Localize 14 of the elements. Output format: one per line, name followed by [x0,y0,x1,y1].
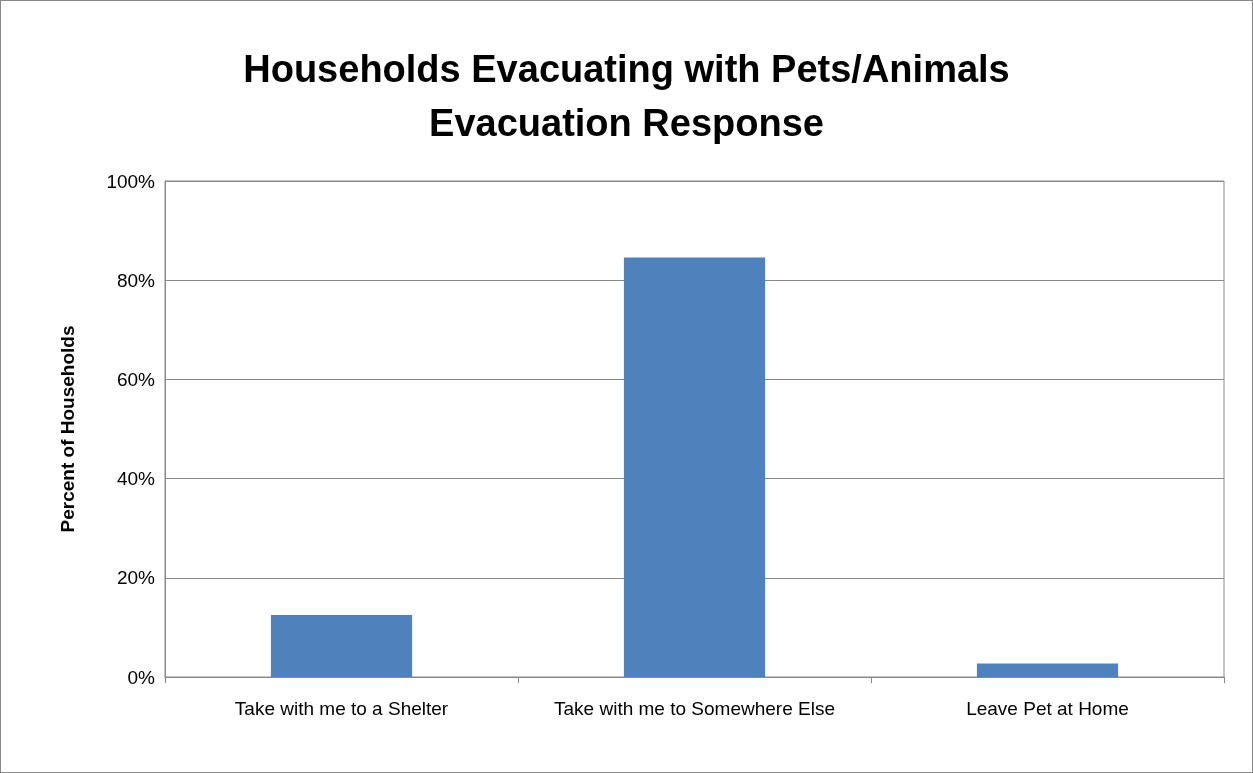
chart-title: Households Evacuating with Pets/Animals Evacuation Response [243,48,1010,144]
x-tick-label: Leave Pet at Home [966,697,1129,719]
y-tick-label: 40% [116,468,156,490]
bar [270,615,413,677]
x-tick-label: Take with me to a Shelter [234,697,449,719]
y-tick-label: 80% [116,269,156,291]
bar [623,257,766,677]
y-tick-label: 0% [127,666,156,688]
bar [976,663,1119,677]
y-tick-label: 60% [116,368,156,390]
y-tick-label: 20% [116,567,156,589]
y-axis-title: Percent of Households [57,325,78,533]
x-tick-label: Take with me to Somewhere Else [554,697,835,719]
y-tick-label: 100% [106,170,156,192]
